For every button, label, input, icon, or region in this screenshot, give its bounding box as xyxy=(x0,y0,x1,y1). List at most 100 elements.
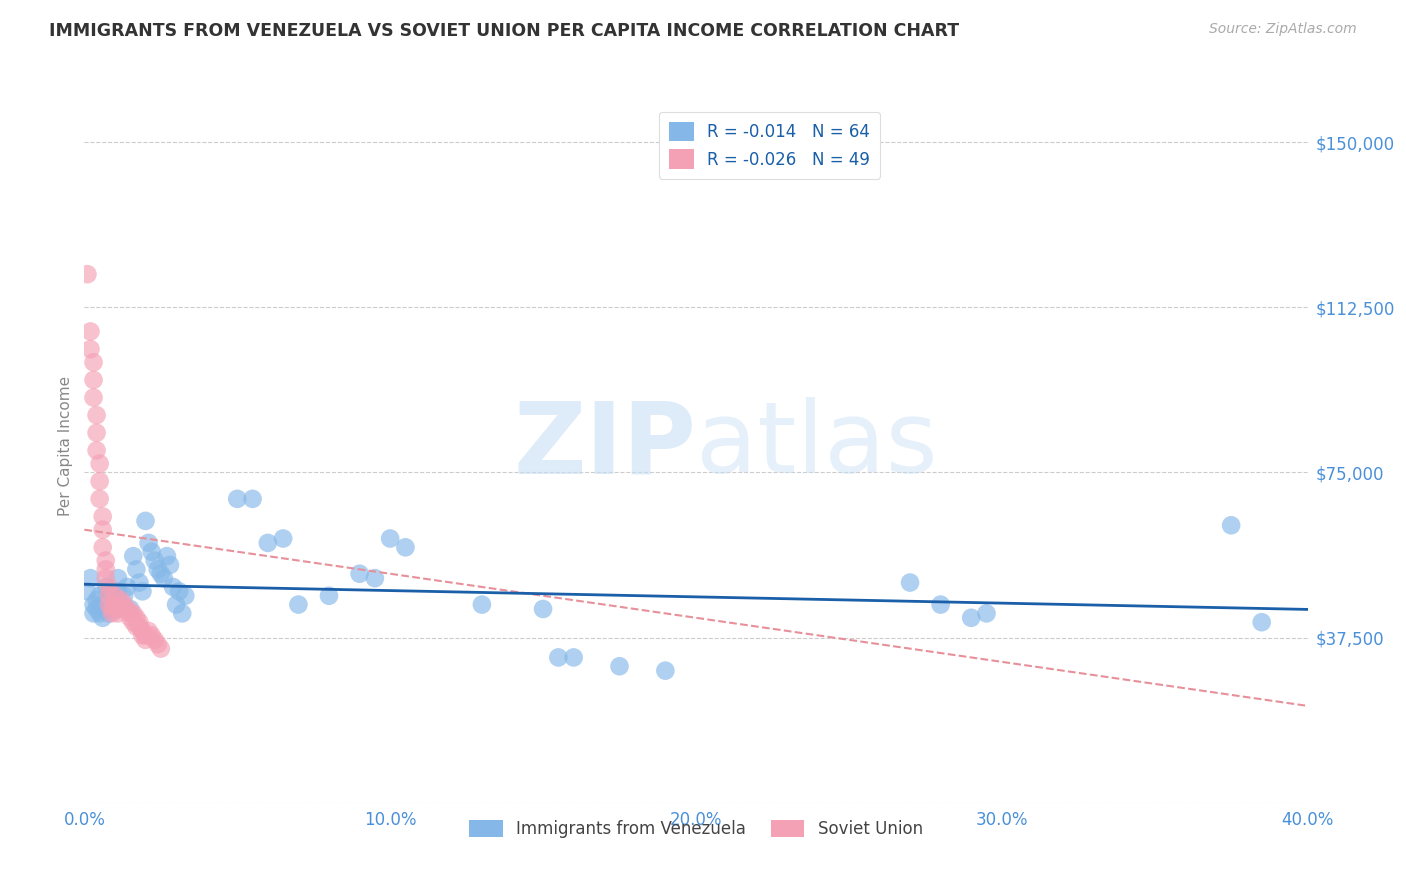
Point xyxy=(128,615,150,630)
Text: ZIP: ZIP xyxy=(513,398,696,494)
Point xyxy=(91,611,114,625)
Point xyxy=(107,607,129,621)
Point xyxy=(89,457,111,471)
Point xyxy=(128,575,150,590)
Point xyxy=(89,475,111,489)
Point xyxy=(135,632,157,647)
Point xyxy=(89,491,111,506)
Point xyxy=(107,584,129,599)
Point xyxy=(94,602,117,616)
Point xyxy=(146,637,169,651)
Point xyxy=(83,355,105,369)
Point xyxy=(83,598,105,612)
Point xyxy=(135,514,157,528)
Point xyxy=(115,602,138,616)
Point xyxy=(257,536,280,550)
Point xyxy=(79,571,101,585)
Point xyxy=(104,589,127,603)
Point xyxy=(112,589,135,603)
Point xyxy=(318,589,340,603)
Point xyxy=(141,628,163,642)
Point xyxy=(287,598,309,612)
Point xyxy=(271,532,294,546)
Point xyxy=(89,607,111,621)
Point xyxy=(122,549,145,563)
Point xyxy=(172,607,194,621)
Point xyxy=(76,584,98,599)
Point xyxy=(79,342,101,356)
Point xyxy=(153,571,176,585)
Point xyxy=(609,659,631,673)
Point xyxy=(131,584,153,599)
Point xyxy=(120,607,142,621)
Point xyxy=(380,532,402,546)
Point xyxy=(165,598,187,612)
Point xyxy=(149,641,172,656)
Point xyxy=(929,598,952,612)
Point xyxy=(149,566,172,581)
Point xyxy=(471,598,494,612)
Point xyxy=(226,491,249,506)
Point xyxy=(91,523,114,537)
Point xyxy=(394,541,416,555)
Point xyxy=(562,650,585,665)
Point xyxy=(83,391,105,405)
Point xyxy=(91,598,114,612)
Point xyxy=(97,589,120,603)
Point xyxy=(91,509,114,524)
Point xyxy=(349,566,371,581)
Point xyxy=(138,536,160,550)
Point xyxy=(162,580,184,594)
Point xyxy=(364,571,387,585)
Point xyxy=(97,580,120,594)
Point xyxy=(156,549,179,563)
Point xyxy=(120,602,142,616)
Text: IMMIGRANTS FROM VENEZUELA VS SOVIET UNION PER CAPITA INCOME CORRELATION CHART: IMMIGRANTS FROM VENEZUELA VS SOVIET UNIO… xyxy=(49,22,959,40)
Point xyxy=(125,562,148,576)
Point xyxy=(138,624,160,638)
Point xyxy=(125,619,148,633)
Point xyxy=(86,593,108,607)
Point xyxy=(101,602,124,616)
Point xyxy=(104,593,127,607)
Point xyxy=(143,553,166,567)
Point xyxy=(86,408,108,422)
Point xyxy=(146,562,169,576)
Point xyxy=(131,624,153,638)
Point xyxy=(141,545,163,559)
Point xyxy=(101,589,124,603)
Point xyxy=(97,584,120,599)
Point xyxy=(86,425,108,440)
Point xyxy=(112,598,135,612)
Point xyxy=(159,558,181,572)
Point xyxy=(122,615,145,630)
Point xyxy=(83,607,105,621)
Point xyxy=(143,632,166,647)
Point xyxy=(547,650,569,665)
Point xyxy=(898,575,921,590)
Point xyxy=(101,607,124,621)
Point xyxy=(110,602,132,616)
Point xyxy=(94,580,117,594)
Point xyxy=(131,628,153,642)
Point xyxy=(86,443,108,458)
Point xyxy=(97,607,120,621)
Legend: Immigrants from Venezuela, Soviet Union: Immigrants from Venezuela, Soviet Union xyxy=(463,813,929,845)
Point xyxy=(89,589,111,603)
Point xyxy=(107,602,129,616)
Point xyxy=(1250,615,1272,630)
Y-axis label: Per Capita Income: Per Capita Income xyxy=(58,376,73,516)
Point xyxy=(654,664,676,678)
Point xyxy=(110,593,132,607)
Point xyxy=(122,607,145,621)
Point xyxy=(167,584,190,599)
Point xyxy=(115,580,138,594)
Point xyxy=(242,491,264,506)
Point xyxy=(120,611,142,625)
Point xyxy=(94,571,117,585)
Point xyxy=(135,628,157,642)
Point xyxy=(97,598,120,612)
Point xyxy=(110,598,132,612)
Point xyxy=(83,373,105,387)
Point xyxy=(531,602,554,616)
